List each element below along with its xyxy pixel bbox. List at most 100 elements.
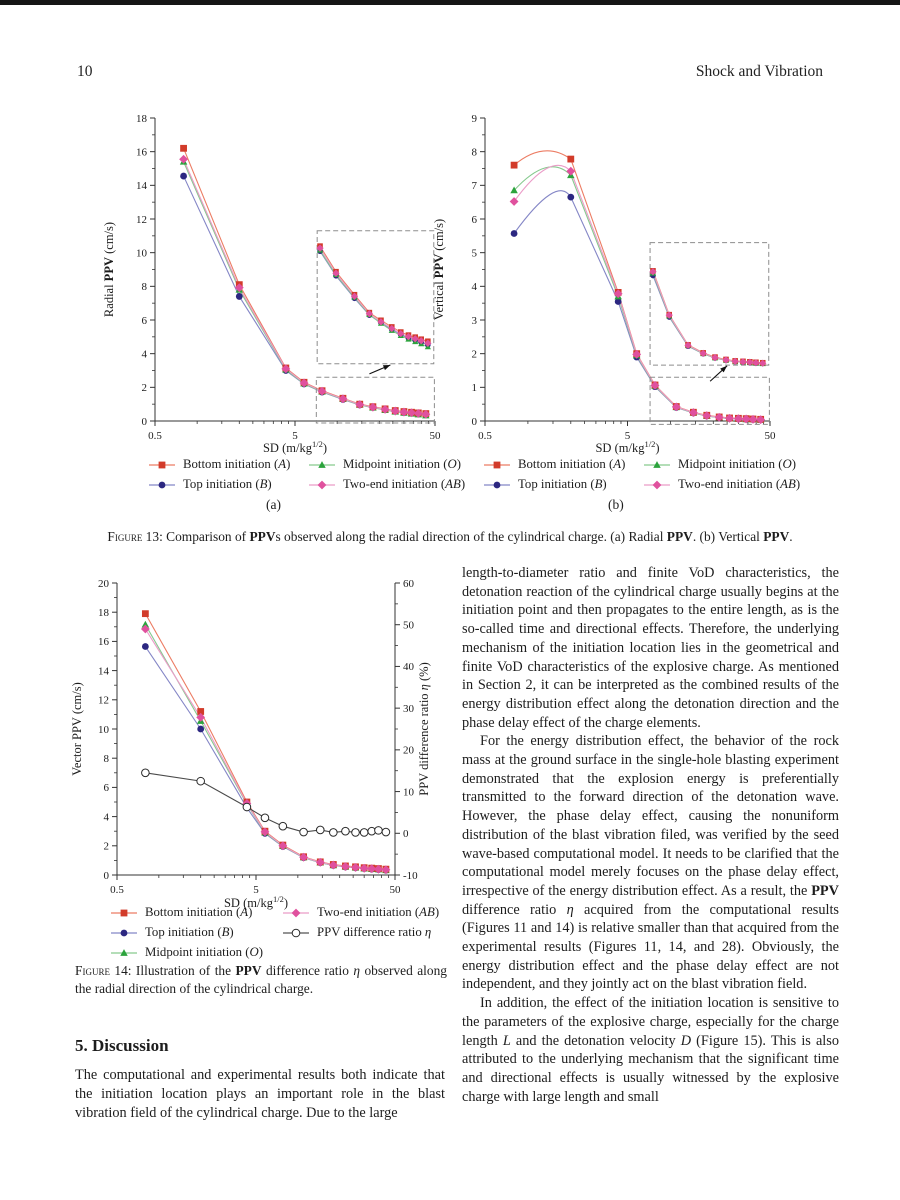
legend-label: Top initiation (B) bbox=[145, 925, 234, 940]
page-top-edge bbox=[0, 0, 900, 5]
text-segment: η bbox=[353, 963, 361, 978]
text-segment: For the energy distribution effect, the … bbox=[462, 733, 839, 899]
svg-text:Vertical PPV (cm/s): Vertical PPV (cm/s) bbox=[432, 219, 446, 320]
text-segment: PPV bbox=[763, 529, 790, 544]
svg-text:10: 10 bbox=[98, 724, 110, 736]
svg-text:12: 12 bbox=[98, 695, 109, 707]
svg-text:4: 4 bbox=[104, 811, 110, 823]
text-segment: Bottom initiation ( bbox=[145, 905, 241, 919]
svg-text:40: 40 bbox=[403, 661, 415, 673]
svg-text:50: 50 bbox=[765, 430, 777, 442]
svg-text:18: 18 bbox=[136, 113, 148, 125]
circle-marker-icon bbox=[484, 481, 510, 488]
text-segment: PPV bbox=[235, 963, 262, 978]
text-segment: . bbox=[789, 529, 793, 544]
body-paragraph: For the energy distribution effect, the … bbox=[462, 732, 839, 994]
svg-text:30: 30 bbox=[403, 703, 415, 715]
legend-label: Bottom initiation (A) bbox=[145, 905, 252, 920]
text-segment: η bbox=[424, 925, 432, 939]
legend-label: PPV difference ratio η bbox=[317, 925, 431, 940]
figure14-legend-col2: Two-end initiation (AB) PPV difference ra… bbox=[282, 905, 439, 960]
legend-label: Bottom initiation (A) bbox=[518, 457, 625, 472]
legend-label: Two-end initiation (AB) bbox=[678, 477, 800, 492]
text-segment: PPV bbox=[811, 882, 839, 899]
right-text-column: length-to-diameter ratio and finite VoD … bbox=[462, 564, 839, 1106]
legend-column: Midpoint initiation (O) Two-end initiatio… bbox=[643, 457, 800, 492]
text-segment: ) bbox=[267, 477, 272, 491]
text-segment: A bbox=[613, 457, 622, 471]
svg-text:5: 5 bbox=[472, 247, 478, 259]
text-segment: O bbox=[782, 457, 792, 471]
legend-item: Two-end initiation (AB) bbox=[308, 477, 465, 492]
figure13-legend-b: Bottom initiation (A) Top initiation (B) M… bbox=[483, 457, 800, 492]
svg-text:SD (m/kg1/2): SD (m/kg1/2) bbox=[224, 894, 288, 910]
legend-item: Two-end initiation (AB) bbox=[643, 477, 800, 492]
legend-item: Top initiation (B) bbox=[110, 925, 272, 940]
svg-text:0.5: 0.5 bbox=[148, 430, 162, 442]
svg-text:Vector PPV (cm/s): Vector PPV (cm/s) bbox=[70, 682, 84, 776]
legend-label: Midpoint initiation (O) bbox=[145, 945, 263, 960]
section-heading-discussion: 5. Discussion bbox=[75, 1036, 169, 1055]
svg-text:7: 7 bbox=[472, 180, 478, 192]
text-segment: Midpoint initiation ( bbox=[678, 457, 783, 471]
text-segment: Two-end initiation ( bbox=[317, 905, 420, 919]
text-segment: . (b) Vertical bbox=[692, 529, 764, 544]
text-segment: Top initiation ( bbox=[145, 925, 222, 939]
text-segment: ) bbox=[434, 905, 440, 919]
legend-item: Bottom initiation (A) bbox=[148, 457, 298, 472]
svg-text:SD (m/kg1/2): SD (m/kg1/2) bbox=[263, 439, 327, 455]
svg-text:10: 10 bbox=[136, 247, 148, 259]
svg-text:14: 14 bbox=[98, 665, 110, 677]
text-segment: difference ratio bbox=[261, 963, 354, 978]
body-paragraph: In addition, the effect of the initiatio… bbox=[462, 994, 839, 1106]
svg-text:-10: -10 bbox=[403, 870, 418, 882]
text-segment: PPV bbox=[249, 529, 276, 544]
square-marker-icon bbox=[484, 461, 510, 468]
legend-item: Bottom initiation (A) bbox=[483, 457, 633, 472]
text-segment: O bbox=[447, 457, 457, 471]
subfigure-label-b: (b) bbox=[608, 497, 624, 512]
chart-vector-ppv-difference-ratio: 0 2 4 6 8 10 12 14 16 18 20 -10 0 10 20 30 40 50 60 0.5 5 50 S… bbox=[70, 578, 431, 910]
text-segment: Bottom initiation ( bbox=[183, 457, 279, 471]
diamond-marker-icon bbox=[283, 908, 309, 917]
svg-text:16: 16 bbox=[98, 636, 110, 648]
text-segment: ) bbox=[460, 477, 466, 491]
svg-text:50: 50 bbox=[403, 620, 415, 632]
figure13-caption: Figure 13: Comparison of PPVs observed a… bbox=[77, 528, 823, 546]
text-segment: In addition, the effect of the initiatio… bbox=[462, 995, 839, 1049]
page-number: 10 bbox=[77, 63, 93, 80]
triangle-marker-icon bbox=[111, 948, 137, 956]
ocircle-marker-icon bbox=[283, 928, 309, 937]
text-segment: Comparison of bbox=[166, 529, 250, 544]
text-segment: Midpoint initiation ( bbox=[343, 457, 448, 471]
body-paragraph: length-to-diameter ratio and finite VoD … bbox=[462, 564, 839, 732]
figure14-caption: Figure 14: Illustration of the PPV diffe… bbox=[75, 962, 447, 997]
text-segment: difference ratio bbox=[462, 901, 567, 918]
text-segment: length-to-diameter ratio and finite VoD … bbox=[462, 565, 839, 731]
text-segment: PPV difference ratio bbox=[317, 925, 425, 939]
chart-vertical-ppv: 0 1 2 3 4 5 6 7 8 9 0.5 5 50 SD (m/kg1/2) Vertical PPV… bbox=[432, 113, 777, 455]
text-segment: ) bbox=[258, 945, 264, 959]
svg-text:6: 6 bbox=[142, 315, 148, 327]
svg-text:0: 0 bbox=[472, 416, 478, 428]
journal-header: Shock and Vibration bbox=[695, 63, 823, 80]
svg-text:1: 1 bbox=[472, 382, 478, 394]
legend-label: Midpoint initiation (O) bbox=[678, 457, 796, 472]
legend-item: Midpoint initiation (O) bbox=[308, 457, 465, 472]
text-segment: D bbox=[680, 1032, 692, 1049]
svg-text:6: 6 bbox=[472, 214, 478, 226]
text-segment: observed along the radial direction of t… bbox=[75, 963, 447, 996]
text-segment: Top initiation ( bbox=[183, 477, 260, 491]
square-marker-icon bbox=[149, 461, 175, 468]
svg-text:9: 9 bbox=[472, 113, 478, 125]
svg-text:PPV difference ratio η (%): PPV difference ratio η (%) bbox=[417, 662, 431, 796]
square-marker-icon bbox=[111, 909, 137, 916]
text-segment: L bbox=[502, 1032, 511, 1049]
legend-column: Bottom initiation (A) Top initiation (B) bbox=[148, 457, 298, 492]
svg-text:8: 8 bbox=[104, 753, 110, 765]
svg-text:12: 12 bbox=[136, 214, 147, 226]
text-segment: Illustration of the bbox=[135, 963, 236, 978]
diamond-marker-icon bbox=[644, 480, 670, 489]
text-segment: Midpoint initiation ( bbox=[145, 945, 250, 959]
